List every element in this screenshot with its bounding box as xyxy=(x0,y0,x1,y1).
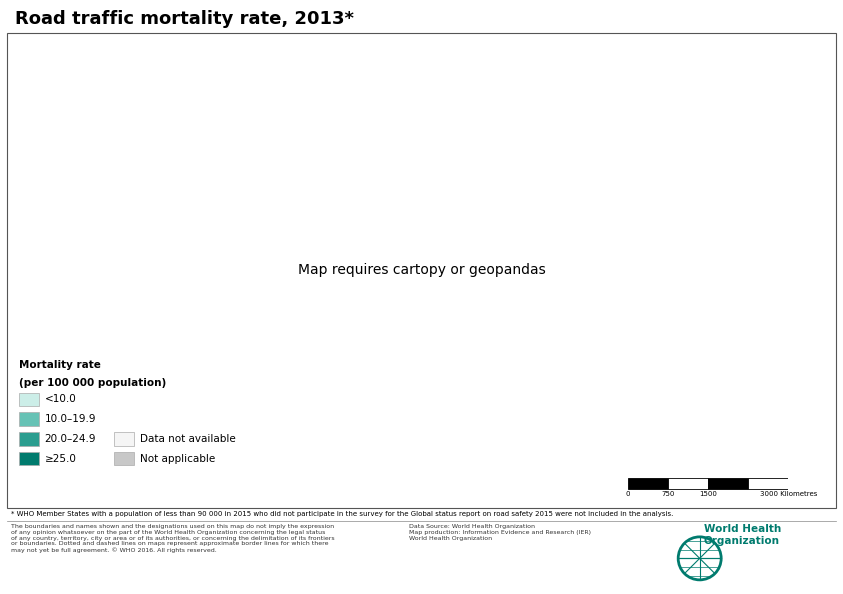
Text: Map requires cartopy or geopandas: Map requires cartopy or geopandas xyxy=(298,263,545,277)
Bar xyxy=(668,478,708,489)
Text: (per 100 000 population): (per 100 000 population) xyxy=(19,378,166,388)
Text: Road traffic mortality rate, 2013*: Road traffic mortality rate, 2013* xyxy=(15,10,354,29)
Text: Not applicable: Not applicable xyxy=(140,454,215,463)
Text: * WHO Member States with a population of less than 90 000 in 2015 who did not pa: * WHO Member States with a population of… xyxy=(11,511,674,517)
Text: 3000 Kilometres: 3000 Kilometres xyxy=(760,491,817,497)
Text: ≥25.0: ≥25.0 xyxy=(45,454,77,463)
Bar xyxy=(708,478,749,489)
Text: 10.0–19.9: 10.0–19.9 xyxy=(45,414,96,424)
Text: 750: 750 xyxy=(662,491,674,497)
Text: Mortality rate: Mortality rate xyxy=(19,360,101,370)
Bar xyxy=(114,451,134,465)
Bar xyxy=(628,478,668,489)
Bar xyxy=(749,478,788,489)
Text: Data Source: World Health Organization
Map production: Information Evidence and : Data Source: World Health Organization M… xyxy=(409,524,591,541)
Text: 20.0–24.9: 20.0–24.9 xyxy=(45,434,96,444)
Text: The boundaries and names shown and the designations used on this map do not impl: The boundaries and names shown and the d… xyxy=(11,524,335,553)
Text: World Health
Organization: World Health Organization xyxy=(704,524,781,545)
Bar xyxy=(19,412,39,426)
Bar xyxy=(114,432,134,446)
Text: 1500: 1500 xyxy=(699,491,717,497)
Bar xyxy=(19,432,39,446)
Bar xyxy=(19,451,39,465)
Text: Data not available: Data not available xyxy=(140,434,235,444)
Text: 0: 0 xyxy=(626,491,631,497)
Text: <10.0: <10.0 xyxy=(45,394,77,405)
Bar xyxy=(19,393,39,406)
